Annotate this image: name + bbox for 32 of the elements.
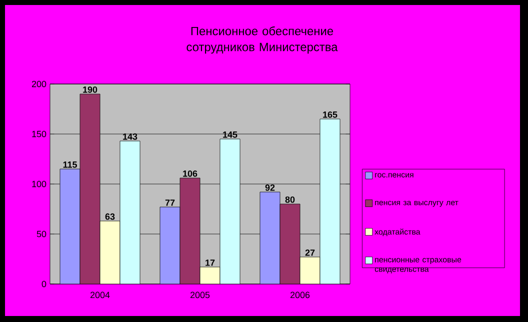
data-label: 27 [305,250,315,256]
data-label: 63 [105,213,115,220]
data-label: 17 [206,260,215,266]
data-label: 106 [183,170,198,177]
x-tick-label: 2005 [190,292,210,298]
y-tick-label: 200 [32,80,46,88]
bar [280,204,300,284]
data-label: 190 [83,86,98,93]
data-label: 77 [165,200,175,206]
data-label: 80 [285,196,295,203]
data-label: 145 [223,132,238,138]
bar [220,138,240,284]
x-tick-label: 2006 [290,292,310,298]
data-label: 143 [123,133,138,140]
bar [260,192,280,284]
bar [160,206,180,284]
data-label: 115 [63,162,77,168]
chart-title: Пенсионное обеспечение сотрудников Министерства [186,26,338,54]
bar [60,168,80,284]
bar [320,118,340,284]
bar [80,94,100,284]
bar [300,256,320,284]
y-tick-label: 0 [42,280,46,288]
bar [180,178,200,284]
bar [100,220,120,284]
y-tick-label: 100 [32,180,46,188]
data-label: 165 [323,111,338,118]
data-label: 92 [265,184,275,191]
y-tick-label: 150 [32,130,46,138]
y-tick-label: 50 [36,230,46,238]
bar [120,140,140,284]
x-tick-label: 2004 [90,292,110,298]
